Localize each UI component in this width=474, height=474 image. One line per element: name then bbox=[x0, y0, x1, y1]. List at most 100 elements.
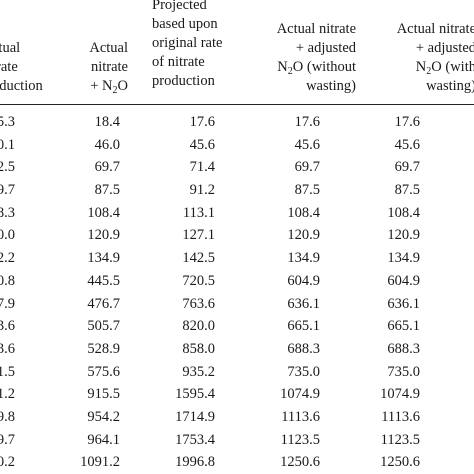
header-nitrate-production: ctual trate oduction bbox=[0, 39, 62, 96]
header-line: N2O (with bbox=[415, 59, 474, 77]
header-line: Actual nitrate bbox=[276, 21, 356, 37]
table-cell: 79.7 bbox=[0, 182, 15, 199]
table-row: 98.3 108.4 113.1 108.4 108.4 bbox=[0, 202, 474, 225]
table-cell: 1996.8 bbox=[175, 454, 215, 471]
table-cell: 15.3 bbox=[0, 114, 15, 130]
header-rule bbox=[0, 104, 474, 105]
header-line: + adjusted bbox=[415, 40, 474, 56]
table-cell: 73.6 bbox=[0, 318, 15, 335]
table-cell: 445.5 bbox=[87, 272, 120, 289]
header-line: ctual bbox=[0, 40, 21, 56]
table-row: 22.2 134.9 142.5 134.9 134.9 bbox=[0, 247, 474, 270]
table-cell: 688.3 bbox=[387, 340, 420, 357]
table-cell: 964.1 bbox=[87, 431, 120, 448]
table-cell: 10.8 bbox=[0, 272, 15, 289]
table-row: 67.9 476.7 763.6 636.1 636.1 bbox=[0, 293, 474, 316]
table-cell: 120.9 bbox=[287, 227, 320, 244]
table-row: 10.8 445.5 720.5 604.9 604.9 bbox=[0, 270, 474, 293]
table-cell: 1123.5 bbox=[380, 431, 420, 448]
table-cell: 604.9 bbox=[387, 272, 420, 289]
table-cell: 18.4 bbox=[94, 114, 120, 130]
table-cell: 820.0 bbox=[182, 318, 215, 335]
table-cell: 31.5 bbox=[0, 363, 15, 380]
table-cell: 142.5 bbox=[182, 250, 215, 267]
table-row: 31.5 575.6 935.2 735.0 735.0 bbox=[0, 361, 474, 384]
header-adjusted-with-wasting: Actual nitrate + adjusted N2O (with wasting… bbox=[368, 20, 474, 96]
table-cell: 134.9 bbox=[287, 250, 320, 267]
table-cell: 134.9 bbox=[87, 250, 120, 267]
table-row: 10.0 120.9 127.1 120.9 120.9 bbox=[0, 224, 474, 247]
table-cell: 108.4 bbox=[387, 204, 420, 221]
table-cell: 636.1 bbox=[287, 295, 320, 312]
header-line: Projected bbox=[152, 0, 207, 13]
table-cell: 108.4 bbox=[287, 204, 320, 221]
header-adjusted-without-wasting: Actual nitrate + adjusted N2O (without wast… bbox=[256, 20, 356, 96]
table-row: 50.2 1091.2 1996.8 1250.6 1250.6 bbox=[0, 451, 474, 474]
table-cell: 528.9 bbox=[87, 340, 120, 357]
header-line: Actual bbox=[89, 40, 128, 56]
table-cell: 11.2 bbox=[0, 386, 15, 403]
table-cell: 134.9 bbox=[387, 250, 420, 267]
table-cell: 735.0 bbox=[287, 363, 320, 380]
table-cell: 476.7 bbox=[87, 295, 120, 312]
header-line: wasting) bbox=[306, 78, 356, 94]
header-actual-nitrate-n2o: Actual nitrate + N2O bbox=[68, 39, 128, 96]
table-cell: 575.6 bbox=[87, 363, 120, 380]
table-cell: 1123.5 bbox=[280, 431, 320, 448]
table-cell: 69.7 bbox=[94, 159, 120, 176]
table-cell: 40.1 bbox=[0, 136, 15, 153]
table-cell: 17.6 bbox=[294, 114, 320, 130]
header-line: + adjusted bbox=[295, 40, 356, 56]
table-cell: 688.3 bbox=[287, 340, 320, 357]
table-cell: 1250.6 bbox=[380, 454, 420, 471]
table-cell: 763.6 bbox=[182, 295, 215, 312]
header-line: of nitrate bbox=[152, 54, 205, 70]
table-row: 40.1 46.0 45.6 45.6 45.6 bbox=[0, 134, 474, 157]
table-cell: 935.2 bbox=[182, 363, 215, 380]
table-cell: 93.6 bbox=[0, 340, 15, 357]
header-projected: Projected based upon original rate of nitra… bbox=[152, 0, 262, 91]
table-cell: 22.2 bbox=[0, 250, 15, 267]
table-cell: 1113.6 bbox=[381, 408, 420, 425]
header-line: trate bbox=[0, 59, 18, 75]
table-cell: 604.9 bbox=[287, 272, 320, 289]
header-line: oduction bbox=[0, 78, 43, 94]
table-cell: 91.2 bbox=[189, 182, 215, 199]
table-row: 19.8 954.2 1714.9 1113.6 1113.6 bbox=[0, 406, 474, 429]
table-cell: 71.4 bbox=[189, 159, 215, 176]
table-cell: 858.0 bbox=[182, 340, 215, 357]
table-row: 15.3 18.4 17.6 17.6 17.6 bbox=[0, 111, 474, 134]
table-cell: 127.1 bbox=[182, 227, 215, 244]
table-cell: 1074.9 bbox=[380, 386, 420, 403]
table-cell: 120.9 bbox=[387, 227, 420, 244]
table-row: 93.6 528.9 858.0 688.3 688.3 bbox=[0, 338, 474, 361]
table-cell: 1074.9 bbox=[280, 386, 320, 403]
table-cell: 87.5 bbox=[94, 182, 120, 199]
table-cell: 120.9 bbox=[87, 227, 120, 244]
table-cell: 113.1 bbox=[182, 204, 215, 221]
table-cell: 1250.6 bbox=[280, 454, 320, 471]
header-line: Actual nitrate bbox=[396, 21, 474, 37]
header-line: production bbox=[152, 73, 215, 89]
table-row: 62.5 69.7 71.4 69.7 69.7 bbox=[0, 156, 474, 179]
table-cell: 720.5 bbox=[182, 272, 215, 289]
table-cell: 954.2 bbox=[87, 408, 120, 425]
table-cell: 62.5 bbox=[0, 159, 15, 176]
table-cell: 1714.9 bbox=[175, 408, 215, 425]
table-cell: 45.6 bbox=[189, 136, 215, 153]
table-row: 79.7 87.5 91.2 87.5 87.5 bbox=[0, 179, 474, 202]
table-row: 19.7 964.1 1753.4 1123.5 1123.5 bbox=[0, 429, 474, 452]
table-cell: 46.0 bbox=[94, 136, 120, 153]
table-cell: 636.1 bbox=[387, 295, 420, 312]
table-cell: 69.7 bbox=[294, 159, 320, 176]
table-cell: 915.5 bbox=[87, 386, 120, 403]
table-cell: 1753.4 bbox=[175, 431, 215, 448]
table-cell: 69.7 bbox=[394, 159, 420, 176]
table-body: 15.3 18.4 17.6 17.6 17.6 40.1 46.0 45.6 45.6 45.6… bbox=[0, 111, 474, 474]
table-cell: 87.5 bbox=[294, 182, 320, 199]
header-line: original rate bbox=[152, 35, 223, 51]
table-cell: 87.5 bbox=[394, 182, 420, 199]
table-cell: 19.8 bbox=[0, 408, 15, 425]
table-row: 73.6 505.7 820.0 665.1 665.1 bbox=[0, 315, 474, 338]
